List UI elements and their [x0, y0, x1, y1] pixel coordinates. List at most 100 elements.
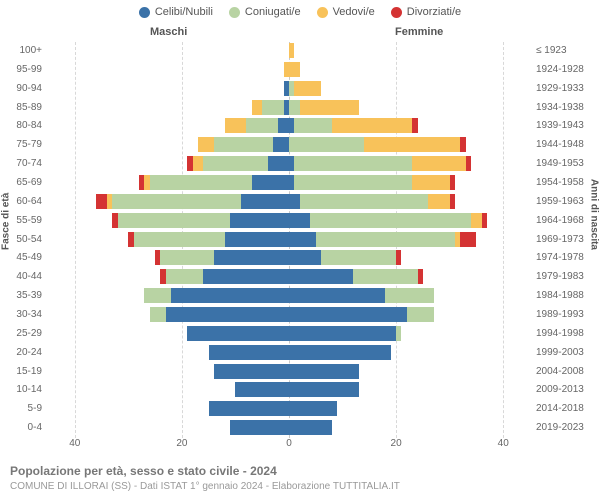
bar-male	[48, 194, 289, 209]
legend-label: Vedovi/e	[333, 6, 375, 18]
bar-female	[289, 118, 530, 133]
birth-year-label: 1984-1988	[536, 287, 598, 306]
bar-segment	[268, 156, 289, 171]
age-label: 15-19	[0, 363, 42, 382]
bar-segment	[289, 401, 337, 416]
pyramid-row	[48, 381, 530, 400]
bar-female	[289, 137, 530, 152]
bar-male	[48, 175, 289, 190]
pyramid-row	[48, 155, 530, 174]
header-female: Femmine	[395, 26, 443, 38]
bar-female	[289, 364, 530, 379]
birth-year-label: 2014-2018	[536, 400, 598, 419]
bar-segment	[203, 269, 289, 284]
bar-segment	[321, 250, 396, 265]
bar-segment	[466, 156, 471, 171]
bar-segment	[289, 345, 391, 360]
bar-segment	[428, 194, 449, 209]
bar-segment	[353, 269, 417, 284]
bar-segment	[316, 232, 455, 247]
bar-segment	[289, 288, 385, 303]
bar-segment	[294, 81, 321, 96]
bar-female	[289, 194, 530, 209]
x-tick-label: 40	[69, 438, 80, 449]
age-label: 45-49	[0, 249, 42, 268]
age-label: 55-59	[0, 212, 42, 231]
bar-segment	[96, 194, 107, 209]
bar-segment	[198, 137, 214, 152]
birth-year-label: 1924-1928	[536, 61, 598, 80]
birth-year-label: ≤ 1923	[536, 42, 598, 61]
bar-segment	[289, 137, 364, 152]
pyramid-row	[48, 136, 530, 155]
bar-male	[48, 420, 289, 435]
age-label: 85-89	[0, 99, 42, 118]
y-axis-right: ≤ 19231924-19281929-19331934-19381939-19…	[532, 42, 600, 438]
birth-year-label: 1939-1943	[536, 117, 598, 136]
bar-segment	[460, 232, 476, 247]
birth-year-label: 1989-1993	[536, 306, 598, 325]
bar-segment	[289, 250, 321, 265]
bar-segment	[289, 213, 310, 228]
bar-segment	[235, 382, 289, 397]
pyramid-row	[48, 174, 530, 193]
chart-subtitle: COMUNE DI ILLORAI (SS) - Dati ISTAT 1° g…	[10, 481, 400, 492]
age-label: 60-64	[0, 193, 42, 212]
birth-year-label: 1969-1973	[536, 231, 598, 250]
birth-year-label: 1944-1948	[536, 136, 598, 155]
bar-segment	[166, 269, 203, 284]
age-label: 0-4	[0, 419, 42, 438]
bar-female	[289, 420, 530, 435]
legend-swatch	[391, 7, 402, 18]
bar-segment	[289, 382, 359, 397]
bar-male	[48, 307, 289, 322]
bar-segment	[241, 194, 289, 209]
bar-male	[48, 401, 289, 416]
bar-female	[289, 345, 530, 360]
age-label: 65-69	[0, 174, 42, 193]
bar-female	[289, 62, 530, 77]
bar-segment	[112, 194, 241, 209]
bar-male	[48, 213, 289, 228]
bar-segment	[385, 288, 433, 303]
bar-segment	[289, 62, 300, 77]
x-axis: 402002040	[48, 438, 530, 452]
bar-segment	[262, 100, 283, 115]
bar-segment	[289, 364, 359, 379]
birth-year-label: 1934-1938	[536, 99, 598, 118]
bar-female	[289, 382, 530, 397]
bar-segment	[332, 118, 412, 133]
bar-segment	[294, 118, 331, 133]
pyramid-row	[48, 344, 530, 363]
bar-segment	[412, 175, 449, 190]
bar-segment	[418, 269, 423, 284]
legend-label: Coniugati/e	[245, 6, 301, 18]
bar-male	[48, 118, 289, 133]
bar-segment	[460, 137, 465, 152]
age-label: 30-34	[0, 306, 42, 325]
bar-male	[48, 288, 289, 303]
bar-segment	[300, 100, 359, 115]
bar-male	[48, 364, 289, 379]
bar-segment	[150, 307, 166, 322]
legend-label: Divorziati/e	[407, 6, 461, 18]
bar-segment	[187, 326, 289, 341]
bar-segment	[278, 118, 289, 133]
bar-segment	[364, 137, 460, 152]
bar-segment	[209, 401, 289, 416]
bar-segment	[289, 194, 300, 209]
bar-segment	[225, 232, 289, 247]
x-tick-label: 20	[391, 438, 402, 449]
bar-segment	[294, 156, 412, 171]
bar-male	[48, 326, 289, 341]
birth-year-label: 1979-1983	[536, 268, 598, 287]
legend-swatch	[229, 7, 240, 18]
bar-male	[48, 43, 289, 58]
bar-segment	[166, 307, 289, 322]
bar-male	[48, 100, 289, 115]
age-label: 75-79	[0, 136, 42, 155]
bar-male	[48, 81, 289, 96]
pyramid-row	[48, 80, 530, 99]
pyramid-row	[48, 400, 530, 419]
pyramid-row	[48, 117, 530, 136]
